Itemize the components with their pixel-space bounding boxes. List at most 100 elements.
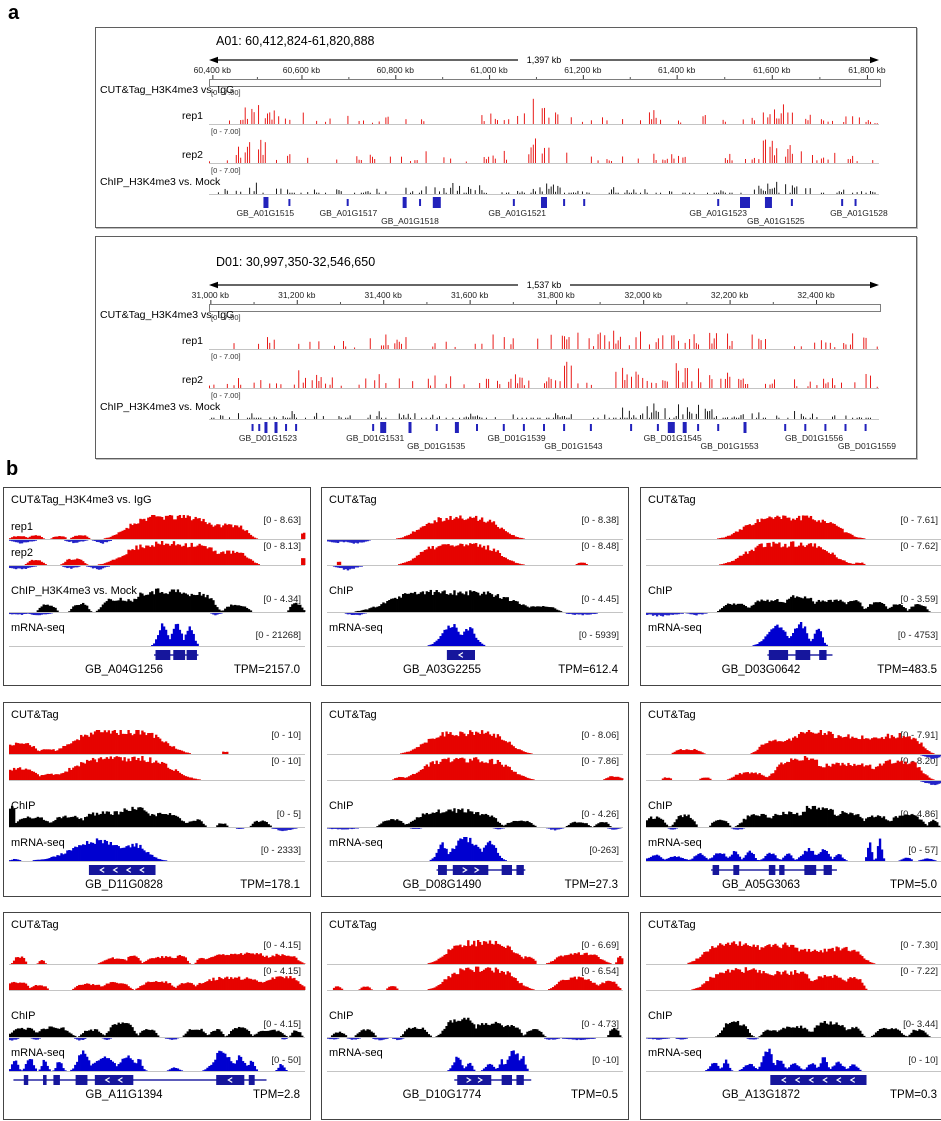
rep2-range: [0 - 8.13] <box>263 541 302 552</box>
gene-name: GB_A11G1394 <box>85 1089 163 1101</box>
rep1-range: [0 - 7.30] <box>900 940 939 951</box>
cuttag-rep1-track <box>646 730 941 759</box>
mrna-label: mRNA-seq <box>648 837 702 849</box>
mrna-label: mRNA-seq <box>329 1047 383 1059</box>
tpm-value: TPM=0.3 <box>890 1089 937 1101</box>
gene-label: GB_D01G1543 <box>544 441 603 451</box>
mrna-label: mRNA-seq <box>329 622 383 634</box>
ruler-tick-label: 32,200 kb <box>710 290 749 300</box>
mrna-seq-track <box>327 837 623 862</box>
cuttag-rep2-track <box>9 976 306 991</box>
chip-track-label: ChIP_H3K4me3 vs. Mock <box>100 401 221 413</box>
mrna-seq-track <box>9 623 305 647</box>
cuttag-rep1-track <box>9 730 305 755</box>
rep1-range: [0 - 6.69] <box>581 940 620 951</box>
rep2-track-label: rep2 <box>181 149 203 161</box>
ruler-bar <box>209 304 881 312</box>
tpm-value: TPM=2157.0 <box>233 664 300 676</box>
rep1-track-label: rep1 <box>181 110 203 122</box>
cuttag-header: CUT&Tag <box>329 919 377 931</box>
ruler-tick-label: 60,600 kb <box>282 65 321 75</box>
chip-label: ChIP <box>329 1010 354 1022</box>
chip-track <box>646 805 941 830</box>
chip-label: ChIP <box>648 800 673 812</box>
rep1-range: [0 - 8.38] <box>581 515 620 526</box>
panel-b-label: b <box>6 458 19 480</box>
svg-text:1,397 kb: 1,397 kb <box>527 55 562 65</box>
rep2-track-label: rep2 <box>181 374 203 386</box>
chip-track <box>646 595 941 617</box>
rep2-range: [0 - 10] <box>271 756 301 767</box>
ruler-tick-label: 61,200 kb <box>564 65 602 75</box>
cuttag-rep2-track <box>9 756 305 781</box>
gene-name: GB_D08G1490 <box>402 879 482 891</box>
gene-model <box>767 650 833 660</box>
tpm-value: TPM=0.5 <box>571 1089 618 1101</box>
ruler-tick-label: 32,400 kb <box>797 290 835 300</box>
mrna-seq-track <box>646 622 941 647</box>
mini-browser-cell: CUT&Tag [0 - 8.06] [0 - 7.86] ChIP [0 - 4.26… <box>321 702 629 897</box>
cuttag-rep1-track <box>327 940 624 965</box>
ruler-bar <box>209 79 881 87</box>
cuttag-rep1-track <box>327 730 623 755</box>
chip-range: [0 - 4.26] <box>581 809 620 820</box>
mrna-range: [0 - 57] <box>908 845 938 856</box>
cuttag-rep2-track <box>646 756 941 786</box>
gene-label: GB_D01G1545 <box>643 433 702 443</box>
rep1-track <box>209 98 879 125</box>
chip-label: ChIP <box>648 585 673 597</box>
gene-label: GB_A01G1515 <box>236 208 295 218</box>
gene-label: GB_A01G1523 <box>689 208 748 218</box>
chip-track <box>9 588 306 616</box>
rep1-range: [0 - 8.06] <box>581 730 620 741</box>
tpm-value: TPM=178.1 <box>240 879 300 891</box>
cuttag-rep1-track <box>9 515 306 544</box>
gene-label: GB_D01G1535 <box>407 441 466 451</box>
mrna-label: mRNA-seq <box>648 622 702 634</box>
mrna-label: mRNA-seq <box>11 837 65 849</box>
chip-range: [0 - 4.86] <box>900 809 939 820</box>
rep1-range: [0 - 7.91] <box>900 730 939 741</box>
mrna-label: mRNA-seq <box>648 1047 702 1059</box>
gene-label: GB_A01G1518 <box>381 216 439 226</box>
gene-annotation-track <box>251 422 867 433</box>
rep2-range: [0 - 7.86] <box>581 756 620 767</box>
gene-label: GB_D01G1539 <box>487 433 546 443</box>
rep1-range: [0 - 7.61] <box>900 515 939 526</box>
mrna-label: mRNA-seq <box>11 1047 65 1059</box>
gene-name: GB_A04G1256 <box>84 664 163 676</box>
mrna-seq-track <box>327 624 623 647</box>
rep2-label: rep2 <box>11 547 34 559</box>
cuttag-header: CUT&Tag <box>648 919 696 931</box>
ruler-tick-label: 31,400 kb <box>364 290 402 300</box>
mrna-range: [0-263] <box>589 845 619 856</box>
rep1-track <box>209 330 879 350</box>
chip-range: [0 - 5] <box>276 809 301 820</box>
svg-text:1,537 kb: 1,537 kb <box>527 280 562 290</box>
cuttag-header: CUT&Tag <box>11 919 59 931</box>
scale-arrow: 1,537 kb <box>209 279 879 291</box>
gene-name: GB_A03G2255 <box>402 664 481 676</box>
rep2-range: [0 - 4.15] <box>263 966 302 977</box>
chip-label: ChIP_H3K4me3 vs. Mock <box>11 585 137 597</box>
cuttag-rep2-track <box>327 757 624 781</box>
cuttag-rep1-track <box>327 515 623 544</box>
mini-browser-cell: CUT&Tag [0 - 10] [0 - 10] ChIP [0 - 5] mRNA-s… <box>3 702 311 897</box>
chip-track <box>209 181 879 195</box>
gene-model <box>454 1075 532 1085</box>
cuttag-track-label: CUT&Tag_H3K4me3 vs. IgG <box>100 84 235 96</box>
rep1-range: [0 - 7.00] <box>211 88 241 97</box>
gene-label: GB_D01G1556 <box>784 433 844 443</box>
chip-label: ChIP <box>329 585 354 597</box>
mrna-seq-track <box>9 1050 305 1072</box>
chip-range: [0 - 4.34] <box>263 594 302 605</box>
genome-view-d01: D01: 30,997,350-32,546,650 1,537 kb 31,000… <box>95 236 917 459</box>
rep1-track-label: rep1 <box>181 335 203 347</box>
mrna-range: [0 - 2333] <box>260 845 301 856</box>
mini-browser-cell: CUT&Tag [0 - 7.61] [0 - 7.62] ChIP [0 - 3.59… <box>640 487 941 686</box>
gene-name: GB_D10G1774 <box>402 1089 482 1101</box>
cuttag-header: CUT&Tag <box>11 709 59 721</box>
cuttag-rep1-track <box>646 941 941 965</box>
rep1-label: rep1 <box>11 521 34 533</box>
